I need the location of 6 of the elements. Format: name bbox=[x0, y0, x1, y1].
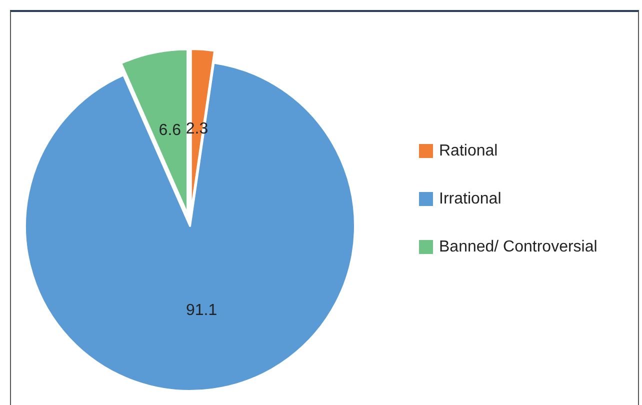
legend-label: Banned/ Controversial bbox=[439, 238, 598, 256]
data-label: 6.6 bbox=[158, 122, 182, 140]
data-label: 91.1 bbox=[186, 302, 218, 320]
data-label: 2.3 bbox=[186, 120, 208, 138]
legend-label: Irrational bbox=[439, 190, 502, 208]
legend-label: Rational bbox=[439, 142, 498, 160]
